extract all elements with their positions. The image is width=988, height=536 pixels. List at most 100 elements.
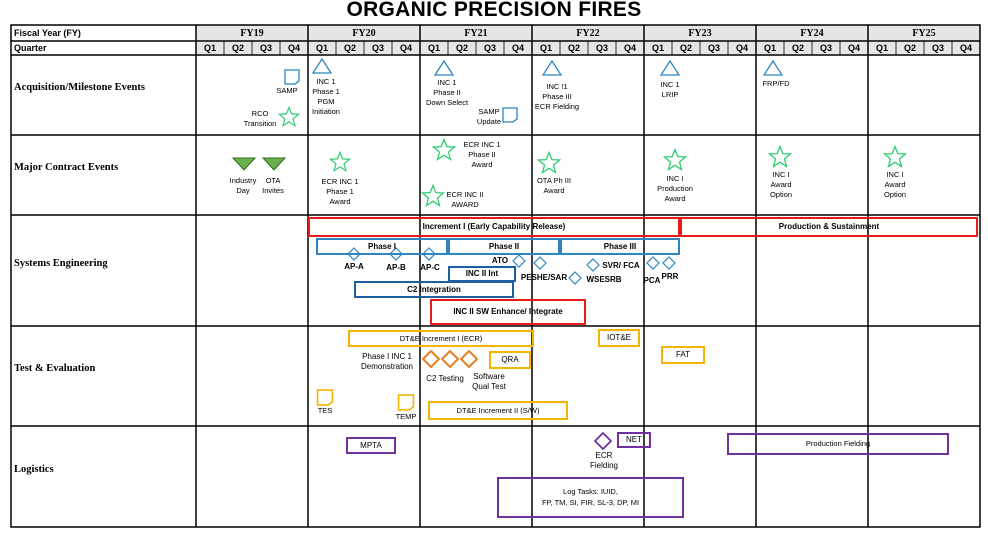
industry-day-label: Industry Day xyxy=(229,176,257,195)
quarter-label: Q1 xyxy=(875,43,888,53)
fiscal-year-header: Fiscal Year (FY) xyxy=(14,28,81,38)
ota-invites-label: OTA Invites xyxy=(262,176,284,195)
phase2-bar: Phase II xyxy=(448,238,560,255)
quarter-label: Q4 xyxy=(623,43,636,53)
quarter-label: Q3 xyxy=(931,43,944,53)
phase1-demo-label: Phase I INC 1 Demonstration xyxy=(360,352,414,371)
phase2-label: Phase II xyxy=(488,242,520,251)
rco-transition-label: RCO Transition xyxy=(243,109,277,128)
inc1-down-select-label: INC 1 Phase II Down Select xyxy=(425,78,469,107)
ecr-fielding-label: ECR Fielding xyxy=(589,451,618,470)
c2-test-diamond-icon xyxy=(422,350,440,368)
milestone-triangle-icon xyxy=(542,60,562,76)
ap-c-label: AP-C xyxy=(420,263,440,272)
increment1-ecr-bar: Increment I (Early Capability Release) xyxy=(308,217,680,237)
milestone-triangle-icon xyxy=(312,58,332,74)
production-fielding-bar: Production Fielding xyxy=(727,433,949,455)
quarter-label: Q3 xyxy=(371,43,384,53)
c2-test-diamond-icon xyxy=(441,350,459,368)
quarter-label: Q4 xyxy=(847,43,860,53)
inc2-int-label: INC II Int xyxy=(465,269,499,278)
quarter-label: Q4 xyxy=(511,43,524,53)
quarter-label: Q3 xyxy=(707,43,720,53)
inc2-int-bar: INC II Int xyxy=(448,266,516,282)
row-test-evaluation: Test & Evaluation xyxy=(14,363,96,374)
quarter-label: Q4 xyxy=(735,43,748,53)
quarter-label: Q4 xyxy=(399,43,412,53)
quarter-label: Q2 xyxy=(455,43,468,53)
quarter-header: Quarter xyxy=(14,43,47,53)
prr-diamond-icon xyxy=(662,256,676,270)
mpta-bar: MPTA xyxy=(346,437,396,454)
wsesrb-label: WSESRB xyxy=(586,275,622,284)
inc2-sw-label: INC II SW Enhance/ Integrate xyxy=(453,307,563,316)
row-acquisition: Acquisition/Milestone Events xyxy=(14,82,145,93)
quarter-label: Q2 xyxy=(567,43,580,53)
peshe-diamond-icon xyxy=(533,256,547,270)
award-star-icon xyxy=(537,151,561,174)
award-star-icon xyxy=(432,138,456,161)
ap-b-label: AP-B xyxy=(386,263,406,272)
quarter-label: Q2 xyxy=(791,43,804,53)
phase3-bar: Phase III xyxy=(560,238,680,255)
net-bar: NET xyxy=(617,432,651,448)
ecr-inc2-award-label: ECR INC II AWARD xyxy=(446,190,484,209)
pca-diamond-icon xyxy=(646,256,660,270)
tes-document-icon xyxy=(316,389,334,406)
production-sustainment-label: Production & Sustainment xyxy=(778,222,880,231)
quarter-label: Q4 xyxy=(959,43,972,53)
year-fy23: FY23 xyxy=(688,28,712,39)
quarter-label: Q3 xyxy=(819,43,832,53)
svr-diamond-icon xyxy=(586,258,600,272)
year-fy21: FY21 xyxy=(464,28,488,39)
fat-label: FAT xyxy=(675,350,691,359)
mpta-label: MPTA xyxy=(360,441,382,450)
page-title: ORGANIC PRECISION FIRES xyxy=(346,0,642,21)
ap-a-label: AP-A xyxy=(344,262,364,271)
dte-increment1-label: DT&E Increment I (ECR) xyxy=(399,334,483,343)
production-sustainment-bar: Production & Sustainment xyxy=(680,217,978,237)
dte-increment1-bar: DT&E Increment I (ECR) xyxy=(348,330,534,347)
phase1-label: Phase I xyxy=(367,242,396,251)
quarter-label: Q2 xyxy=(343,43,356,53)
year-fy25: FY25 xyxy=(912,28,936,39)
dte-increment2-label: DT&E Increment II (S/W) xyxy=(456,406,540,415)
quarter-label: Q3 xyxy=(483,43,496,53)
row-contract: Major Contract Events xyxy=(14,162,119,173)
inc2-sw-bar: INC II SW Enhance/ Integrate xyxy=(430,299,586,325)
milestone-triangle-icon xyxy=(434,60,454,76)
ecr-phase1-award-label: ECR INC 1 Phase 1 Award xyxy=(321,177,359,206)
log-tasks-box: Log Tasks: IUID, FP, TM, SI, FIR, SL-3, … xyxy=(497,477,684,518)
quarter-label: Q2 xyxy=(679,43,692,53)
year-fy20: FY20 xyxy=(352,28,376,39)
quarter-label: Q1 xyxy=(651,43,664,53)
row-logistics: Logistics xyxy=(14,464,54,475)
quarter-label: Q2 xyxy=(903,43,916,53)
iote-bar: IOT&E xyxy=(598,329,640,347)
inc1-pgm-label: INC 1 Phase 1 PGM Initiation xyxy=(312,77,340,116)
award-star-icon xyxy=(329,151,351,172)
qra-bar: QRA xyxy=(489,351,531,369)
fat-bar: FAT xyxy=(661,346,705,364)
net-label: NET xyxy=(626,435,642,444)
c2-test-diamond-icon xyxy=(460,350,478,368)
c2-integration-bar: C2 Integration xyxy=(354,281,514,298)
increment1-ecr-label: Increment I (Early Capability Release) xyxy=(422,222,566,231)
quarter-label: Q1 xyxy=(427,43,440,53)
quarter-label: Q1 xyxy=(539,43,552,53)
award-star-icon xyxy=(768,145,792,168)
log-tasks-label: Log Tasks: IUID, FP, TM, SI, FIR, SL-3, … xyxy=(541,487,640,507)
ecr-fielding-diamond-icon xyxy=(594,432,612,450)
samp-label: SAMP xyxy=(276,86,298,95)
quarter-label: Q3 xyxy=(259,43,272,53)
samp-document-icon xyxy=(284,69,300,85)
industry-day-triangle-icon xyxy=(232,157,256,171)
svr-fca-label: SVR/ FCA xyxy=(602,261,640,270)
inc1-lrip-label: INC 1 LRIP xyxy=(660,80,680,99)
milestone-triangle-icon xyxy=(763,60,783,76)
prr-label: PRR xyxy=(661,272,679,281)
quarter-label: Q4 xyxy=(287,43,300,53)
iote-label: IOT&E xyxy=(606,333,631,342)
year-fy24: FY24 xyxy=(800,28,824,39)
